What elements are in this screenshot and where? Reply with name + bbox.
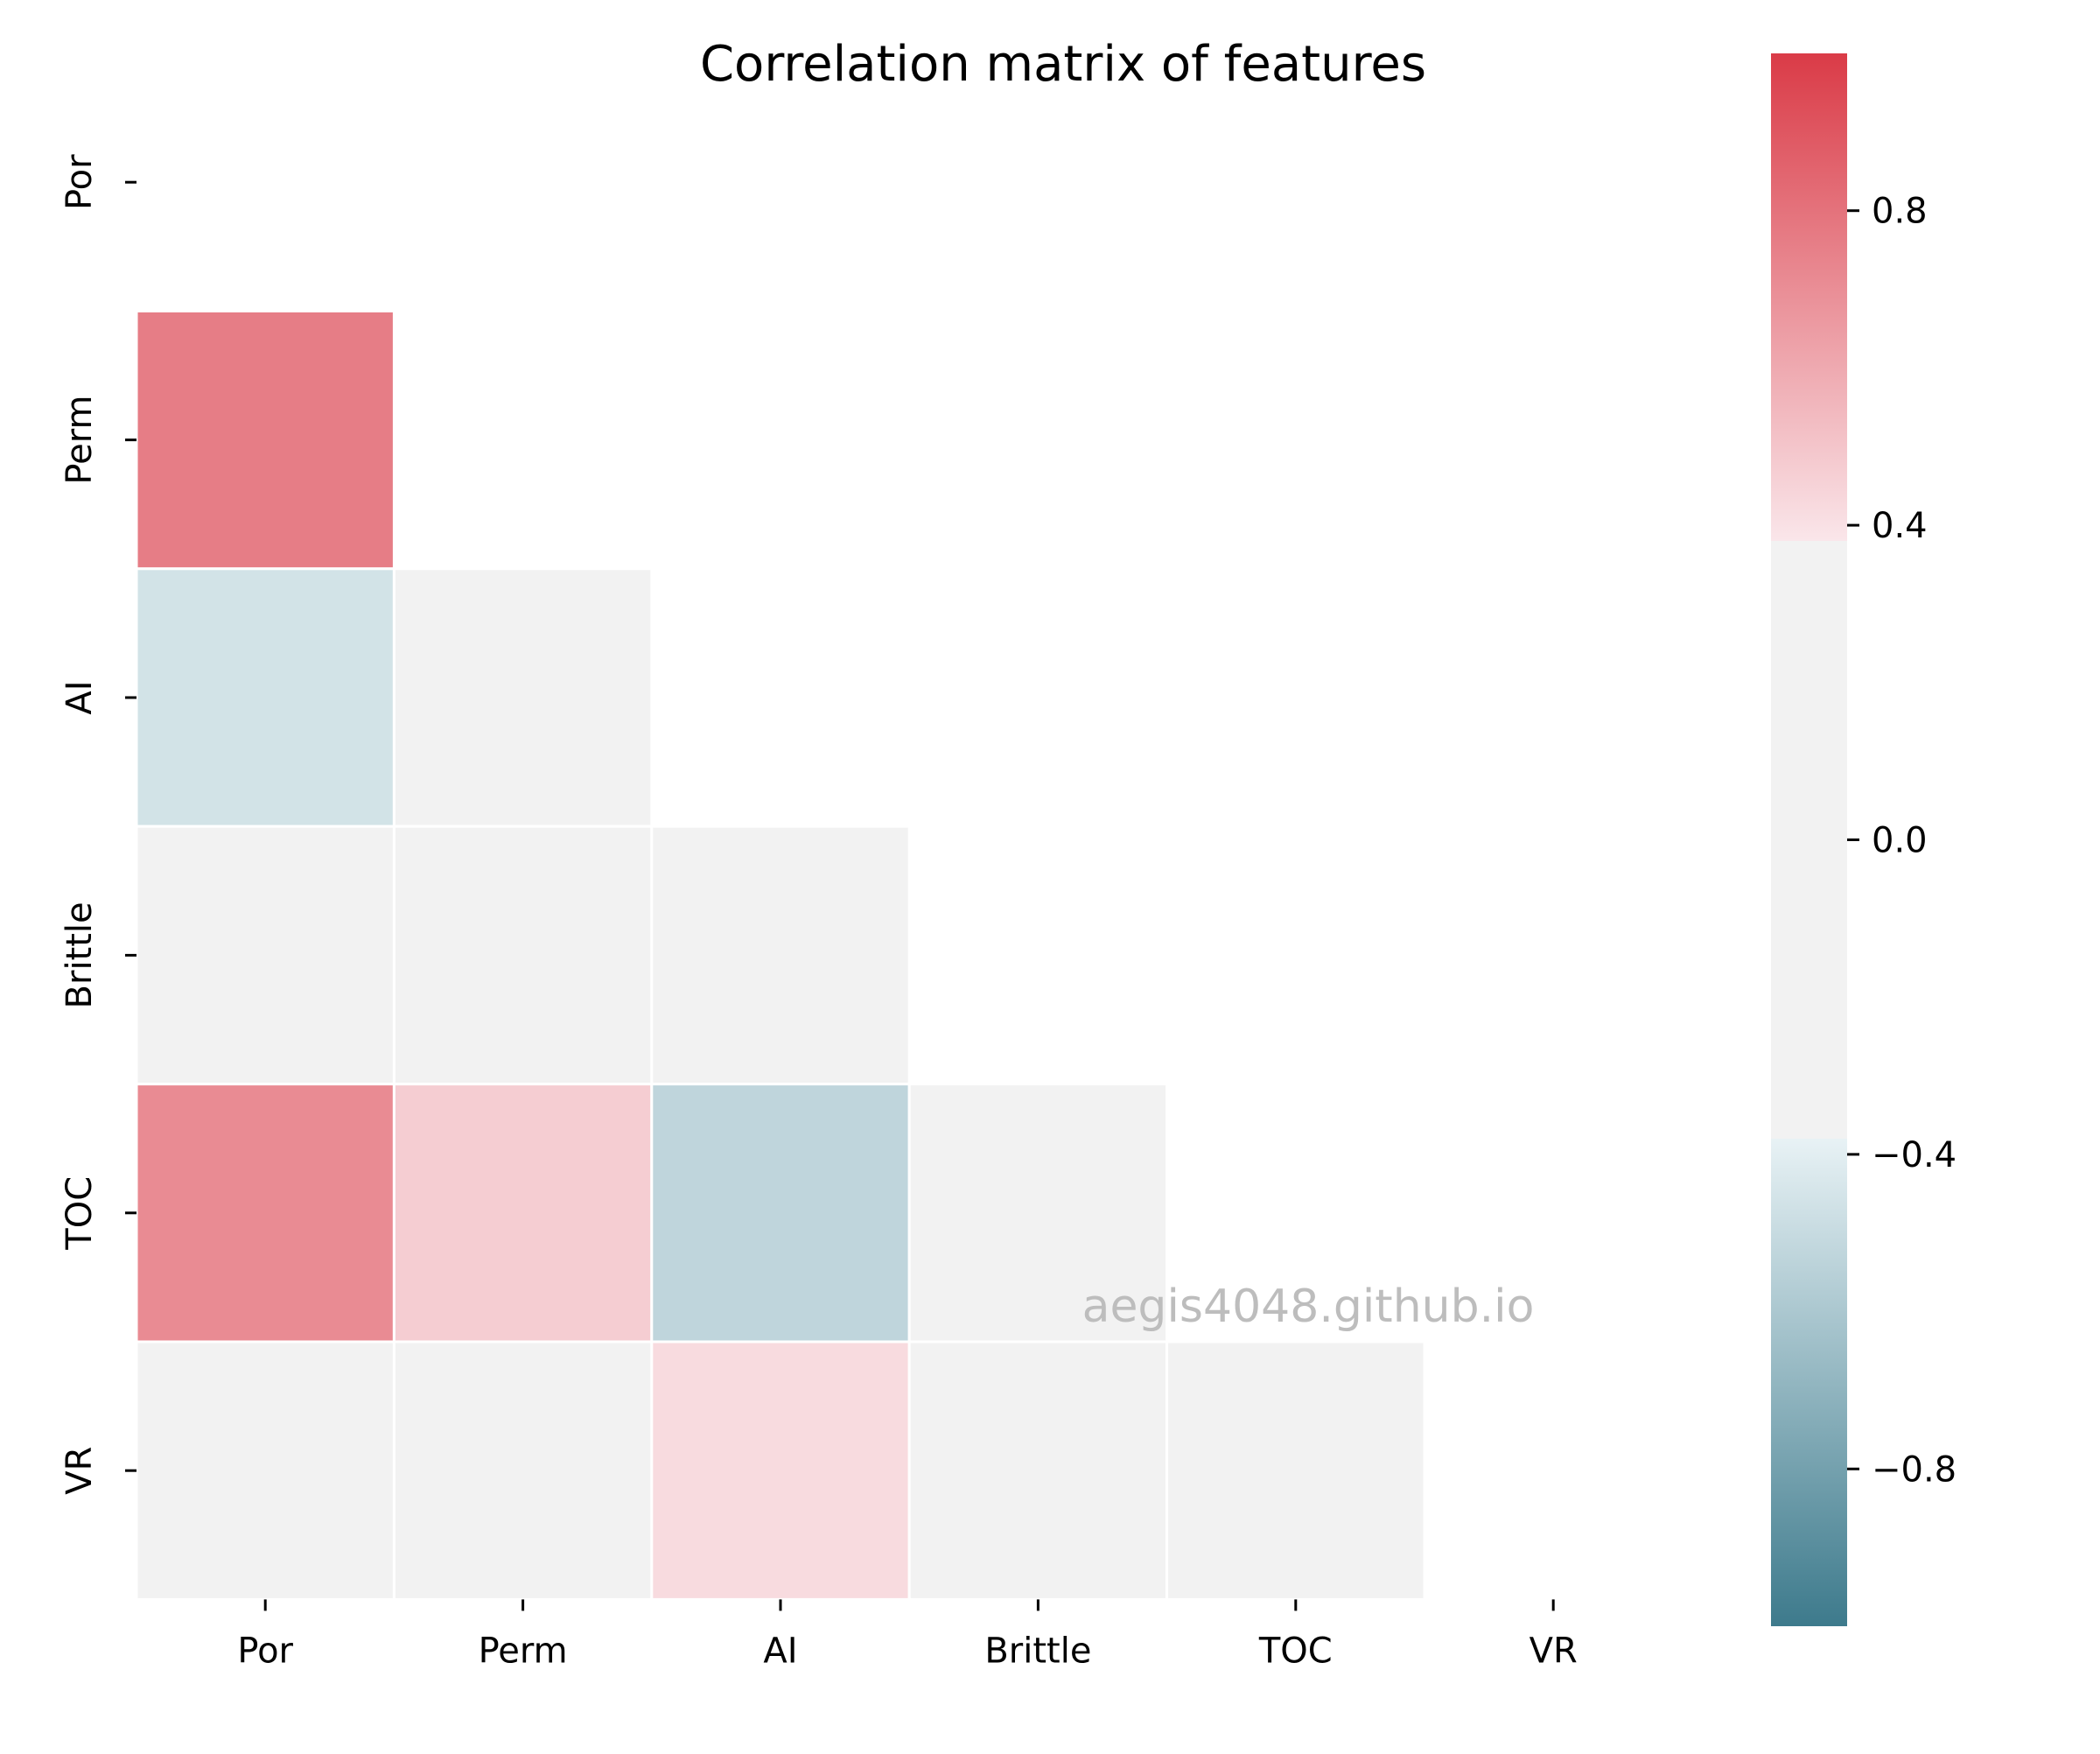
heatmap-cell-vr-ai: VR / AI: 0.42 bbox=[650, 1340, 911, 1601]
heatmap-cell-toc-por: TOC / Por: 0.71 bbox=[135, 1083, 396, 1344]
heatmap-cell-perm-por: Perm / Por: 0.76 bbox=[135, 309, 396, 571]
colorbar-tick-label: 0.8 bbox=[1872, 192, 1928, 232]
colorbar-tick-label: −0.4 bbox=[1872, 1135, 1956, 1175]
colorbar-gradient bbox=[1771, 53, 1847, 1626]
colorbar-ticks: 0.8 0.4 0.0 −0.4 −0.8 bbox=[1847, 192, 1956, 1490]
y-tick-label-vr: VR bbox=[60, 1447, 100, 1495]
watermark-text: aegis4048.github.io bbox=[1082, 1280, 1535, 1333]
y-tick-label-brittle: Brittle bbox=[60, 902, 100, 1008]
y-axis: Por Perm AI Brittle TOC VR bbox=[60, 154, 136, 1495]
heatmap-cell-brittle-perm: Brittle / Perm: -0.32 bbox=[392, 824, 654, 1086]
heatmap-cell-toc-brittle: TOC / Brittle: -0.21 bbox=[907, 1083, 1169, 1344]
heatmap-cell-vr-toc: VR / TOC: 0.3 bbox=[1166, 1340, 1426, 1601]
heatmap-cell-toc-ai: TOC / AI: -0.53 bbox=[650, 1083, 911, 1344]
x-tick-label-brittle: Brittle bbox=[984, 1631, 1091, 1671]
heatmap-cell-brittle-ai: Brittle / AI: 0.17 bbox=[650, 824, 911, 1086]
colorbar: 0.8 0.4 0.0 −0.4 −0.8 bbox=[1771, 53, 1956, 1626]
x-tick-label-perm: Perm bbox=[479, 1631, 568, 1671]
x-tick-label-ai: AI bbox=[763, 1631, 797, 1671]
y-tick-label-por: Por bbox=[60, 154, 100, 210]
colorbar-tick-label: 0.4 bbox=[1872, 506, 1928, 546]
x-tick-label-toc: TOC bbox=[1258, 1631, 1333, 1671]
y-tick-label-ai: AI bbox=[60, 680, 100, 714]
heatmap-cell-vr-perm: VR / Perm: -0.18 bbox=[392, 1340, 654, 1601]
heatmap-cell-brittle-por: Brittle / Por: -0.22 bbox=[135, 824, 396, 1086]
heatmap-cell-vr-brittle: VR / Brittle: -0.36 bbox=[907, 1340, 1169, 1601]
x-tick-label-vr: VR bbox=[1530, 1631, 1578, 1671]
x-axis: Por Perm AI Brittle TOC VR bbox=[237, 1599, 1578, 1671]
heatmap-cell-vr-por: VR / Por: 0.11 bbox=[135, 1340, 396, 1601]
y-tick-label-perm: Perm bbox=[60, 396, 100, 485]
chart-title: Correlation matrix of features bbox=[700, 36, 1426, 93]
colorbar-tick-label: −0.8 bbox=[1872, 1449, 1956, 1490]
x-tick-label-por: Por bbox=[237, 1631, 293, 1671]
heatmap-cell-toc-perm: TOC / Perm: 0.47 bbox=[392, 1083, 654, 1344]
y-tick-label-toc: TOC bbox=[60, 1176, 100, 1251]
heatmap-cells: Perm / Por: 0.76AI / Por: -0.46AI / Perm… bbox=[135, 309, 1426, 1601]
colorbar-tick-label: 0.0 bbox=[1872, 821, 1928, 861]
heatmap-cell-ai-perm: AI / Perm: -0.24 bbox=[392, 567, 654, 828]
heatmap-cell-ai-por: AI / Por: -0.46 bbox=[135, 567, 396, 828]
